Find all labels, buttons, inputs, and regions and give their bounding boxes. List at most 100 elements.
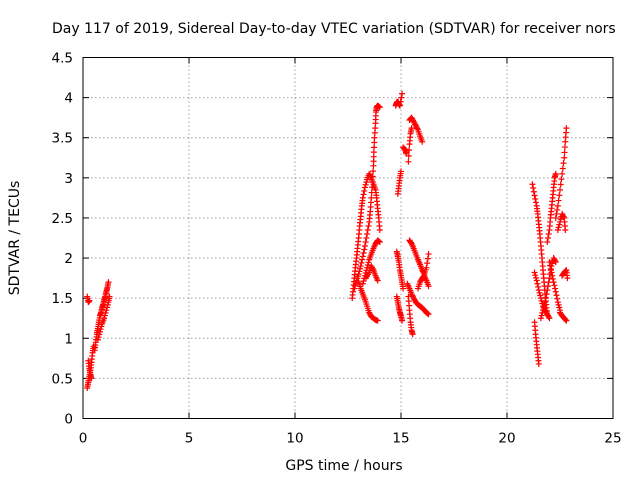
data-point <box>552 257 559 264</box>
x-tick-label: 0 <box>79 431 88 447</box>
data-point <box>544 287 551 294</box>
data-point <box>359 194 366 201</box>
data-point <box>368 189 375 196</box>
data-point <box>531 269 538 276</box>
data-point <box>542 299 549 306</box>
data-point <box>531 192 538 199</box>
data-point <box>361 184 368 191</box>
data-point <box>551 282 558 289</box>
x-tick-label: 5 <box>185 431 194 447</box>
series-arc-midday <box>349 90 432 338</box>
data-point <box>542 295 549 302</box>
data-point <box>414 125 421 132</box>
data-point <box>409 331 416 338</box>
data-point <box>554 202 561 209</box>
data-point <box>359 280 366 287</box>
x-tick-label: 25 <box>604 431 621 447</box>
data-point <box>360 191 367 198</box>
data-point <box>535 283 542 290</box>
data-point <box>548 269 555 276</box>
data-point <box>563 317 570 324</box>
data-point <box>96 328 103 335</box>
data-point <box>554 226 561 233</box>
data-point <box>95 334 102 341</box>
data-point <box>560 213 567 220</box>
data-point <box>538 297 545 304</box>
data-point <box>544 239 551 246</box>
data-point <box>563 125 570 132</box>
data-point <box>365 222 372 229</box>
x-axis-label: GPS time / hours <box>285 458 402 474</box>
data-point <box>529 181 536 188</box>
data-point <box>556 192 563 199</box>
data-point <box>364 226 371 233</box>
data-point <box>361 243 368 250</box>
data-point <box>555 301 562 308</box>
x-tick-label: 10 <box>286 431 303 447</box>
data-point <box>105 279 112 286</box>
data-point <box>557 181 564 188</box>
x-tick-label: 20 <box>498 431 515 447</box>
data-point <box>541 301 548 308</box>
data-point <box>398 168 404 175</box>
x-tick-label: 15 <box>392 431 409 447</box>
data-point <box>357 265 364 272</box>
series-arc-early <box>84 279 113 392</box>
data-point <box>86 297 93 304</box>
data-point <box>559 170 566 177</box>
grid-lines <box>83 57 613 419</box>
data-point <box>369 184 376 191</box>
data-point <box>362 181 369 188</box>
y-tick-label: 1 <box>64 331 73 347</box>
data-point <box>532 199 539 206</box>
data-point <box>552 288 559 295</box>
data-point <box>98 323 105 330</box>
data-point <box>94 336 101 343</box>
data-point <box>552 170 559 177</box>
data-point <box>549 275 556 282</box>
series-arc-evening <box>529 125 571 367</box>
data-point <box>564 275 571 282</box>
data-point <box>363 179 370 186</box>
data-point <box>359 256 366 263</box>
data-point <box>560 160 567 167</box>
y-axis-label: SDTVAR / TECUs <box>7 181 23 296</box>
data-point <box>561 154 568 161</box>
data-point <box>552 214 559 221</box>
data-point <box>101 315 108 322</box>
data-point <box>547 266 554 273</box>
data-point <box>557 216 564 223</box>
data-points <box>84 90 571 392</box>
data-point <box>423 264 430 271</box>
data-point <box>365 259 372 266</box>
axis-ticks: 0 5 10 15 20 25 0 0.5 1 1.5 2 2.5 3 3.5 4 4.5 <box>52 51 622 447</box>
data-point <box>552 259 559 266</box>
data-point <box>549 272 556 279</box>
data-point <box>359 253 366 260</box>
data-point <box>553 292 560 299</box>
data-point <box>355 271 362 278</box>
data-point <box>364 230 371 237</box>
data-point <box>352 280 359 287</box>
data-point <box>351 285 358 292</box>
data-point <box>374 317 381 324</box>
data-point <box>546 315 553 322</box>
data-point <box>357 263 364 270</box>
data-point <box>399 90 406 97</box>
data-point <box>532 274 539 281</box>
data-point <box>405 158 412 165</box>
data-point <box>406 147 413 154</box>
data-point <box>532 272 539 279</box>
data-point <box>562 316 569 323</box>
data-point <box>530 188 537 195</box>
data-point <box>555 224 562 231</box>
data-point <box>419 138 426 145</box>
data-point <box>362 239 369 246</box>
data-point <box>398 94 405 101</box>
data-point <box>554 299 561 306</box>
data-point <box>535 360 542 367</box>
data-point <box>400 285 407 292</box>
y-tick-label: 3 <box>64 171 73 187</box>
data-point <box>361 246 368 253</box>
data-point <box>535 287 542 294</box>
